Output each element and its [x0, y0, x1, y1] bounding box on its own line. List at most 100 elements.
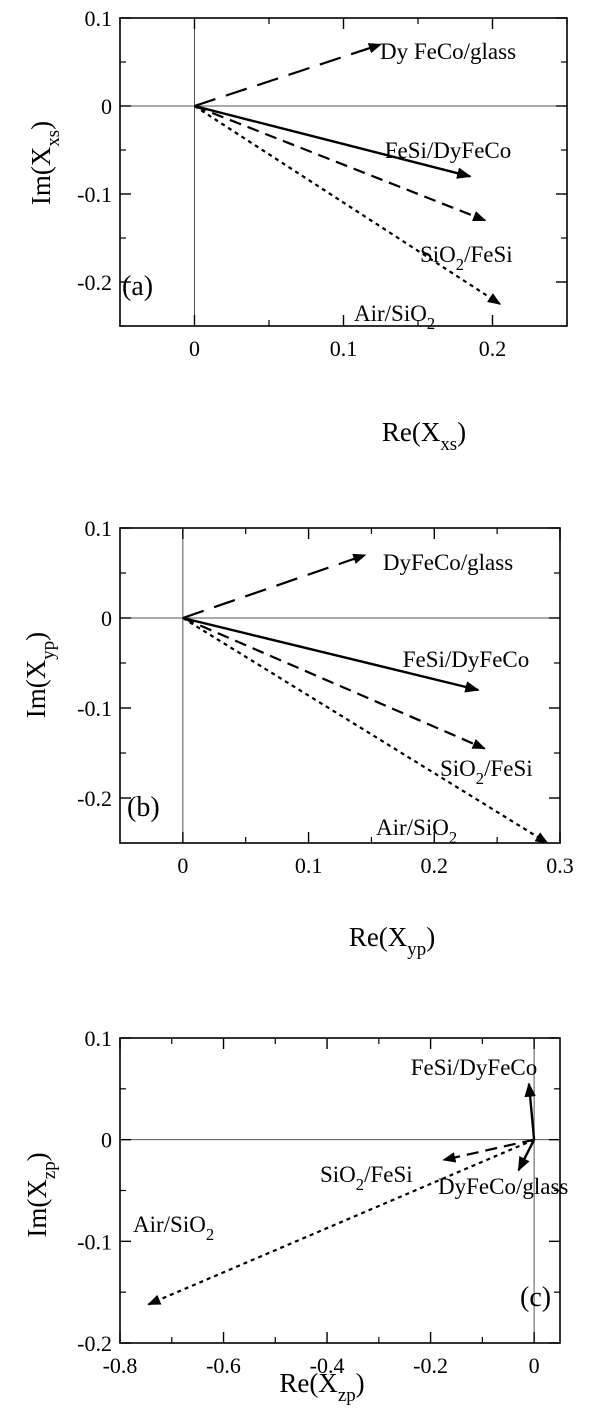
- text-run: DyFeCo/glass: [383, 550, 513, 575]
- x-tick-label: 0: [177, 853, 188, 878]
- series-arrow-sio2-fesi: [182, 616, 486, 750]
- plot-frame: [119, 17, 568, 327]
- y-tick-label: 0: [101, 94, 112, 119]
- x-tick-label: 0.2: [479, 336, 507, 361]
- y-tick-label: -0.2: [77, 270, 112, 295]
- text-run: /FeSi: [484, 756, 533, 781]
- text-run: Air/SiO: [133, 1212, 206, 1237]
- axis-label-subscript: zp: [39, 1161, 60, 1179]
- text-run: Air/SiO: [354, 301, 427, 326]
- series-arrow-dy-feco-glass: [194, 43, 383, 108]
- series-label: Air/SiO2: [133, 1212, 214, 1244]
- x-axis-label: Re(Xzp): [279, 1368, 364, 1406]
- y-tick-label: 0: [101, 606, 112, 631]
- subscript: 2: [206, 1225, 214, 1244]
- panel-label: (b): [127, 792, 160, 823]
- panel-label: (c): [520, 1282, 551, 1313]
- x-tick-label: 0: [189, 336, 200, 361]
- x-axis-label: Re(Xyp): [349, 922, 435, 960]
- subscript: 2: [427, 314, 435, 333]
- series-arrow-dyfeco-glass: [182, 553, 367, 620]
- axis-label-subscript: xs: [440, 434, 457, 455]
- chart-panel-a: 0 0.1 0.2 0.1 0 -0.1 -0.2 Dy FeCo/glass FeSi/DyF…: [26, 6, 568, 455]
- y-tick-label: -0.2: [77, 786, 112, 811]
- series-label: DyFeCo/glass: [383, 550, 513, 575]
- chart-panel-c: -0.8 -0.6 -0.4 -0.2 0 0.1 0 -0.1 -0.2 FeSi/DyFeCo…: [22, 1026, 568, 1406]
- y-tick-label: 0.1: [85, 516, 113, 541]
- subscript: 2: [456, 255, 464, 274]
- series-arrow-air-sio2: [193, 105, 502, 305]
- y-tick-label: 0.1: [85, 6, 113, 31]
- y-tick-label: -0.2: [77, 1331, 112, 1356]
- series-arrow-fesi-dyfeco: [524, 1082, 536, 1140]
- y-tick-label: 0.1: [85, 1026, 113, 1051]
- axis-label-tail: ): [22, 1152, 52, 1161]
- y-tick-label: -0.1: [77, 1229, 112, 1254]
- text-run: /FeSi: [364, 1162, 413, 1187]
- y-axis-label: Im(Xyp): [21, 632, 59, 718]
- x-tick-label: -0.4: [310, 1353, 345, 1378]
- axis-label-tail: ): [21, 632, 51, 641]
- x-axis-label: Re(Xxs): [382, 417, 466, 455]
- y-tick-label: -0.1: [77, 696, 112, 721]
- series-label: SiO2/FeSi: [320, 1162, 413, 1194]
- text-run: FeSi/DyFeCo: [385, 138, 512, 163]
- y-axis-label: Im(Xxs): [26, 121, 64, 205]
- text-run: DyFeCo/glass: [438, 1174, 568, 1199]
- series-label: DyFeCo/glass: [438, 1174, 568, 1199]
- axis-label-subscript: zp: [338, 1385, 356, 1406]
- y-tick-label: -0.1: [77, 182, 112, 207]
- series-label: FeSi/DyFeCo: [385, 138, 512, 163]
- series-label: SiO2/FeSi: [420, 242, 513, 274]
- series-arrow-sio2-fesi: [194, 104, 487, 222]
- series-label: Dy FeCo/glass: [380, 39, 516, 64]
- series-label: Air/SiO2: [354, 301, 435, 333]
- subscript: 2: [476, 769, 484, 788]
- series-arrow-air-sio2: [147, 1138, 535, 1306]
- x-tick-label: -0.8: [103, 1353, 138, 1378]
- x-tick-label: 0: [529, 1353, 540, 1378]
- chart-panel-b: 0 0.1 0.2 0.3 0.1 0 -0.1 -0.2 DyFeCo/glass FeSi/D…: [21, 516, 574, 960]
- axis-label-tail: ): [457, 417, 466, 447]
- x-tick-label: -0.6: [206, 1353, 241, 1378]
- text-run: SiO: [320, 1162, 356, 1187]
- axis-label-base: Re(X: [382, 417, 441, 447]
- text-run: SiO: [440, 756, 476, 781]
- axis-label-tail: ): [356, 1368, 365, 1398]
- x-tick-label: 0.2: [421, 853, 449, 878]
- series-label: Air/SiO2: [376, 815, 457, 847]
- axis-label-base: Im(X: [22, 1179, 52, 1238]
- x-tick-label: 0.3: [546, 853, 574, 878]
- series-label: FeSi/DyFeCo: [411, 1055, 538, 1080]
- y-tick-label: 0: [101, 1128, 112, 1153]
- subscript: 2: [356, 1175, 364, 1194]
- axis-label-tail: ): [426, 922, 435, 952]
- x-tick-label: 0.1: [295, 853, 323, 878]
- x-tick-label: -0.2: [413, 1353, 448, 1378]
- panel-label: (a): [122, 271, 153, 302]
- axis-label-subscript: yp: [407, 939, 426, 960]
- axis-label-base: Im(X: [26, 146, 56, 205]
- y-axis-label: Im(Xzp): [22, 1152, 60, 1237]
- axis-label-subscript: yp: [38, 641, 59, 660]
- axis-label-subscript: xs: [43, 130, 64, 147]
- series-label: FeSi/DyFeCo: [403, 647, 530, 672]
- series-arrow-fesi-dyfeco: [182, 616, 480, 693]
- series-arrow-fesi-dyfeco: [194, 104, 472, 179]
- series-arrow-sio2-fesi: [442, 1138, 535, 1163]
- text-run: Dy FeCo/glass: [380, 39, 516, 64]
- text-run: Air/SiO: [376, 815, 449, 840]
- text-run: /FeSi: [464, 242, 513, 267]
- axis-label-base: Re(X: [349, 922, 408, 952]
- axis-label-tail: ): [26, 121, 56, 130]
- axis-label-base: Re(X: [279, 1368, 338, 1398]
- x-tick-label: 0.1: [330, 336, 358, 361]
- text-run: FeSi/DyFeCo: [403, 647, 530, 672]
- text-run: FeSi/DyFeCo: [411, 1055, 538, 1080]
- series-arrow-dyfeco-glass: [517, 1139, 536, 1172]
- series-label: SiO2/FeSi: [440, 756, 533, 788]
- axis-label-base: Im(X: [21, 659, 51, 718]
- subscript: 2: [449, 828, 457, 847]
- plot-frame: [119, 527, 561, 844]
